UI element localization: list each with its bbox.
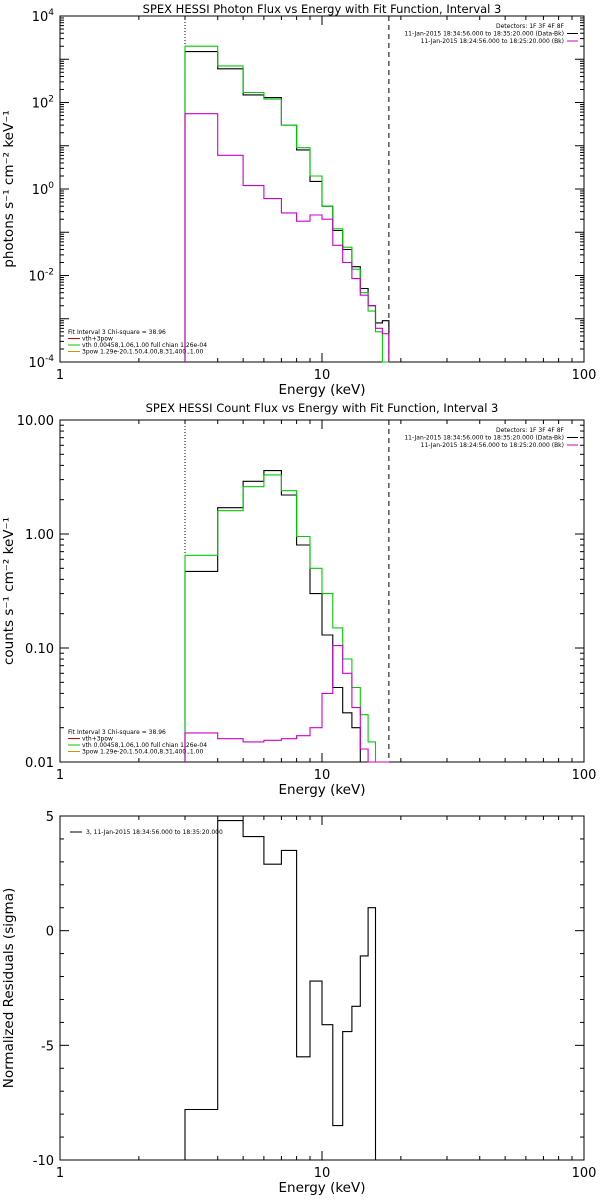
x-tick-label: 100 [572,368,597,383]
series-line-1 [184,470,389,763]
x-axis-label: Energy (keV) [279,382,366,398]
y-tick-label: 0.01 [25,756,54,771]
x-tick-label: 100 [572,768,597,783]
chart-title: SPEX HESSI Count Flux vs Energy with Fit… [146,401,499,415]
y-tick-label: -10 [33,1154,54,1169]
y-tick-label: 102 [32,95,54,112]
series-line-3 [184,113,390,362]
x-tick-label: 1 [56,368,64,383]
legend-text: vth 0.00458,1.06,1.00 full chian 1.26e-0… [82,342,207,349]
x-axis-label: Energy (keV) [279,1180,366,1196]
y-tick-label: 100 [32,181,55,198]
series-line-1 [184,820,377,1160]
x-tick-label: 1 [56,768,64,783]
series-line-3 [184,645,389,763]
legend-text: Fit Interval 3 Chi-square = 38.96 [68,329,166,336]
chart-panel-1: SPEX HESSI Photon Flux vs Energy with Fi… [1,2,596,398]
chart-title: SPEX HESSI Photon Flux vs Energy with Fi… [143,2,502,16]
series-line-1 [184,51,390,362]
y-tick-label: -5 [41,1039,54,1054]
legend-text: vth 0.00458,1.06,1.00 full chian 1.26e-0… [82,742,207,749]
x-tick-label: 10 [314,368,331,383]
legend-text: 3pow 1.29e-20,1.50,4.00,8.31,400.,1.00 [82,749,203,756]
y-axis-label: counts s⁻¹ cm⁻² keV⁻¹ [1,517,17,665]
legend-text: Fit Interval 3 Chi-square = 38.96 [68,729,166,736]
legend-text: Detectors: 1F 3F 4F 8F [496,23,565,30]
series-line-2 [184,45,389,363]
legend-text: 3, 11-Jan-2015 18:34:56.000 to 18:35:20.… [86,829,223,836]
legend-text: 11-Jan-2015 18:34:56.000 to 18:35:20.000… [404,31,564,38]
y-tick-label: 10-2 [28,268,54,285]
legend-text: 11-Jan-2015 18:34:56.000 to 18:35:20.000… [404,435,564,442]
x-tick-label: 10 [314,768,331,783]
legend-text: 3pow 1.29e-20,1.50,4.00,8.31,400.,1.00 [82,349,203,356]
x-tick-label: 100 [572,1166,597,1181]
y-axis-label: Normalized Residuals (sigma) [1,888,17,1089]
y-tick-label: 5 [46,810,54,825]
y-tick-label: 10.00 [17,414,54,429]
chart-panel-2: SPEX HESSI Count Flux vs Energy with Fit… [1,401,596,798]
x-axis-label: Energy (keV) [279,782,366,798]
x-tick-label: 1 [56,1166,64,1181]
y-axis-label: photons s⁻¹ cm⁻² keV⁻¹ [1,110,17,268]
y-tick-label: 0.10 [25,642,54,657]
legend-text: vth+3pow [82,736,113,743]
y-tick-label: 104 [32,8,55,25]
y-tick-label: 10-4 [28,354,54,371]
y-tick-label: 0 [46,925,54,940]
legend-text: 11-Jan-2015 18:24:56.000 to 18:25:20.000… [421,38,564,45]
x-tick-label: 10 [314,1166,331,1181]
legend-text: vth+3pow [82,336,113,343]
y-tick-label: 1.00 [25,528,54,543]
legend-text: Detectors: 1F 3F 4F 8F [496,427,565,434]
chart-panel-3: 1 10 100 -10 -5 0 5 Energy (keV) Normalized Resi… [1,810,596,1196]
legend-text: 11-Jan-2015 18:24:56.000 to 18:25:20.000… [421,442,564,449]
series-line-2 [184,474,389,763]
